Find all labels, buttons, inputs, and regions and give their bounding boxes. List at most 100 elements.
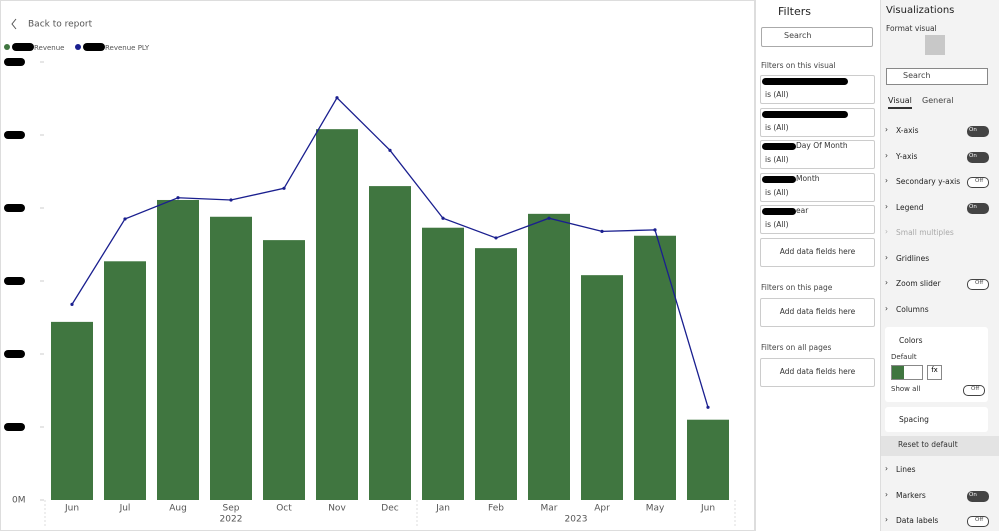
visualizations-pane: Visualizations Format visual Search Visual G… [880, 0, 999, 531]
filter-card[interactable] [760, 140, 875, 169]
bar [528, 213, 570, 500]
tab[interactable]: Visual [888, 96, 912, 109]
section-label[interactable]: Data labels [896, 516, 939, 525]
filters-title: Filters [778, 5, 811, 18]
spacing-card[interactable] [885, 407, 988, 432]
filter-card[interactable] [760, 205, 875, 234]
filter-card[interactable] [760, 107, 875, 137]
toggle-label: Off [971, 386, 980, 392]
bar [369, 186, 411, 500]
line-point [229, 198, 233, 202]
toggle[interactable] [967, 126, 989, 137]
section-label[interactable]: Columns [896, 304, 929, 314]
filter-name: Month [796, 173, 820, 183]
section-label[interactable]: X-axis [896, 126, 919, 135]
x-tick-label: May [646, 504, 665, 514]
x-tick-label: Jan [435, 504, 450, 514]
line-point [282, 186, 286, 190]
x-tick-label: Oct [276, 504, 292, 514]
legend-marker [75, 44, 81, 50]
drop-zone-label: Add data fields here [779, 367, 856, 376]
x-tick-label: Aug [169, 504, 187, 514]
search-box[interactable] [886, 68, 988, 85]
viz-title: Visualizations [886, 5, 955, 16]
filter-card[interactable] [760, 172, 875, 202]
redacted-label [762, 78, 848, 85]
bar [51, 321, 93, 500]
redacted-label [762, 175, 796, 183]
section-label[interactable]: Y-axis [896, 151, 918, 161]
search-placeholder: Search [784, 31, 812, 40]
toggle-label: Off [975, 517, 984, 523]
toggle-label: On [969, 491, 977, 498]
toggle[interactable] [967, 490, 989, 502]
back-link[interactable]: Back to report [28, 20, 93, 30]
toggle[interactable] [967, 516, 989, 527]
toggle[interactable] [967, 151, 989, 163]
section-header[interactable]: › [885, 201, 888, 211]
bar [687, 419, 729, 500]
x-tick-label: Dec [381, 504, 398, 514]
section-label[interactable]: Lines [896, 465, 916, 474]
search-placeholder: Search [903, 71, 931, 80]
x-tick-label: Jun [700, 504, 715, 514]
bar [316, 129, 358, 500]
filter-card[interactable] [760, 75, 875, 104]
line-point [494, 236, 498, 240]
bar [210, 216, 252, 500]
section-header[interactable]: › [885, 489, 888, 499]
line-point [441, 216, 445, 220]
tab[interactable]: General [922, 96, 954, 105]
bar [634, 235, 676, 501]
section-label[interactable]: Zoom slider [896, 279, 941, 288]
toggle[interactable] [967, 279, 989, 290]
line-point [706, 405, 710, 409]
bar [475, 248, 517, 500]
section-label[interactable]: Small multiples [896, 228, 954, 237]
reset-bar[interactable] [881, 436, 999, 456]
reset-label[interactable]: Reset to default [898, 440, 958, 449]
toggle[interactable] [967, 202, 989, 214]
drop-zone[interactable] [760, 238, 875, 267]
legend-label: Revenue [34, 44, 65, 52]
y-tick-label: 0M [12, 496, 26, 506]
redacted-label [4, 277, 25, 285]
section-header[interactable]: › [885, 464, 888, 473]
section-label[interactable]: Gridlines [896, 253, 930, 263]
fx-button[interactable]: fx [927, 365, 942, 380]
bar [263, 240, 305, 500]
back-icon[interactable] [11, 18, 17, 30]
format-tab-selected[interactable] [925, 35, 945, 55]
section-header[interactable]: › [885, 227, 888, 236]
section-label[interactable]: Legend [896, 202, 924, 212]
drop-zone[interactable] [760, 358, 875, 387]
x-tick-label: Apr [594, 504, 610, 514]
section-header[interactable]: › [885, 515, 888, 524]
bar [104, 261, 146, 500]
section-header[interactable]: › [885, 150, 888, 160]
filters-pane: Filters Search Filters on this visual is (A… [755, 0, 881, 531]
section-header[interactable]: › [885, 303, 888, 313]
redacted-label [4, 350, 25, 358]
section-heading: Filters on this visual [761, 61, 836, 70]
section-header[interactable]: › [885, 252, 888, 262]
toggle[interactable] [963, 385, 985, 396]
legend-marker [4, 44, 10, 50]
section-header[interactable]: › [885, 278, 888, 287]
section-header[interactable]: › [885, 125, 888, 134]
section-heading: Filters on all pages [761, 343, 832, 352]
section-header[interactable]: › [885, 176, 888, 185]
legend-label: Revenue PLY [105, 44, 150, 52]
redacted-label [4, 204, 25, 212]
line-point [123, 217, 127, 221]
section-label[interactable]: Markers [896, 490, 926, 500]
toggle[interactable] [967, 177, 989, 188]
drop-zone[interactable] [760, 298, 875, 327]
redacted-label [762, 110, 848, 118]
color-picker[interactable] [891, 365, 923, 380]
field-label: Show all [891, 385, 921, 393]
line-point [70, 302, 74, 306]
line-point [388, 148, 392, 152]
section-label[interactable]: Secondary y-axis [896, 177, 961, 186]
search-box[interactable] [761, 27, 873, 47]
